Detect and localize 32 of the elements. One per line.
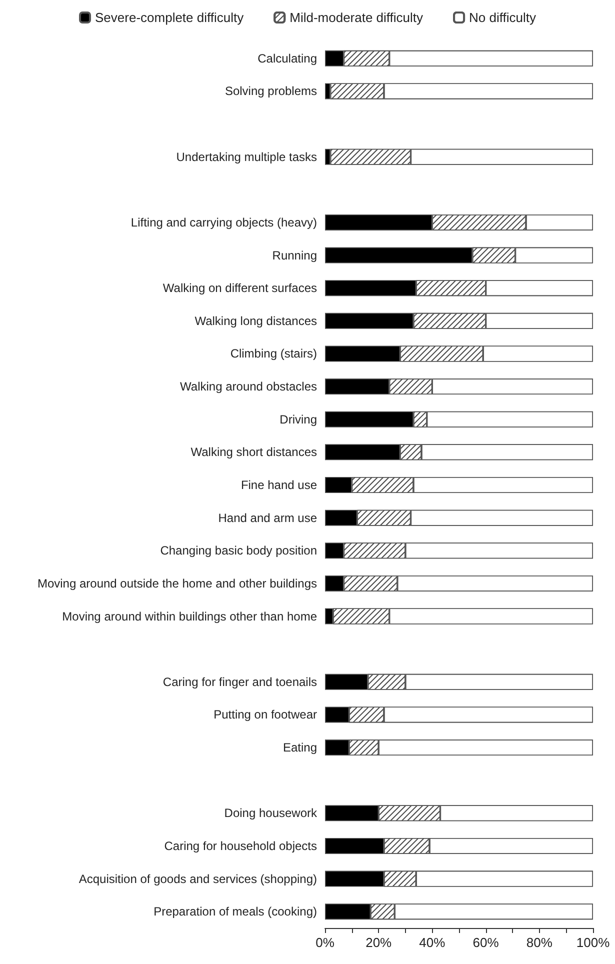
legend-label: Severe-complete difficulty — [95, 10, 244, 25]
y-tick-label: Putting on footwear — [214, 708, 317, 722]
y-tick-label: Moving around within buildings other than home — [62, 609, 318, 624]
x-tick-label: 0% — [316, 935, 335, 950]
x-tick-label: 80% — [526, 935, 553, 950]
y-tick-label: Moving around outside the home and other buildings — [37, 576, 317, 590]
y-tick-label: Walking around obstacles — [180, 380, 317, 394]
y-tick-label: Caring for household objects — [164, 838, 317, 853]
y-tick-label: Caring for finger and toenails — [162, 674, 317, 689]
y-tick-label: Doing housework — [224, 806, 318, 820]
x-tick-label: 20% — [366, 935, 392, 950]
y-tick-label: Solving problems — [224, 84, 317, 98]
y-tick-label: Preparation of meals (cooking) — [154, 904, 317, 919]
y-tick-label: Eating — [282, 740, 317, 755]
y-tick-label: Undertaking multiple tasks — [176, 150, 317, 164]
y-tick-label: Hand and arm use — [218, 510, 318, 525]
y-tick-label: Walking long distances — [194, 314, 317, 328]
y-tick-label: Calculating — [258, 51, 317, 66]
y-tick-label: Walking short distances — [190, 445, 317, 460]
y-tick-label: Walking on different surfaces — [162, 281, 317, 296]
y-tick-label: Fine hand use — [240, 478, 318, 492]
y-tick-label: Climbing (stairs) — [230, 346, 317, 361]
y-tick-label: Running — [272, 248, 317, 262]
x-tick-label: 60% — [472, 935, 500, 950]
y-tick-label: Changing basic body position — [160, 544, 317, 558]
legend-label: No difficulty — [469, 10, 536, 25]
y-tick-label: Lifting and carrying objects (heavy) — [130, 215, 318, 230]
y-tick-label: Acquisition of goods and services (shopping) — [78, 872, 317, 886]
x-tick-label: 100% — [576, 935, 610, 950]
legend-label: Mild-moderate difficulty — [290, 10, 424, 25]
y-tick-label: Driving — [280, 412, 317, 426]
x-tick-label: 40% — [419, 935, 446, 950]
